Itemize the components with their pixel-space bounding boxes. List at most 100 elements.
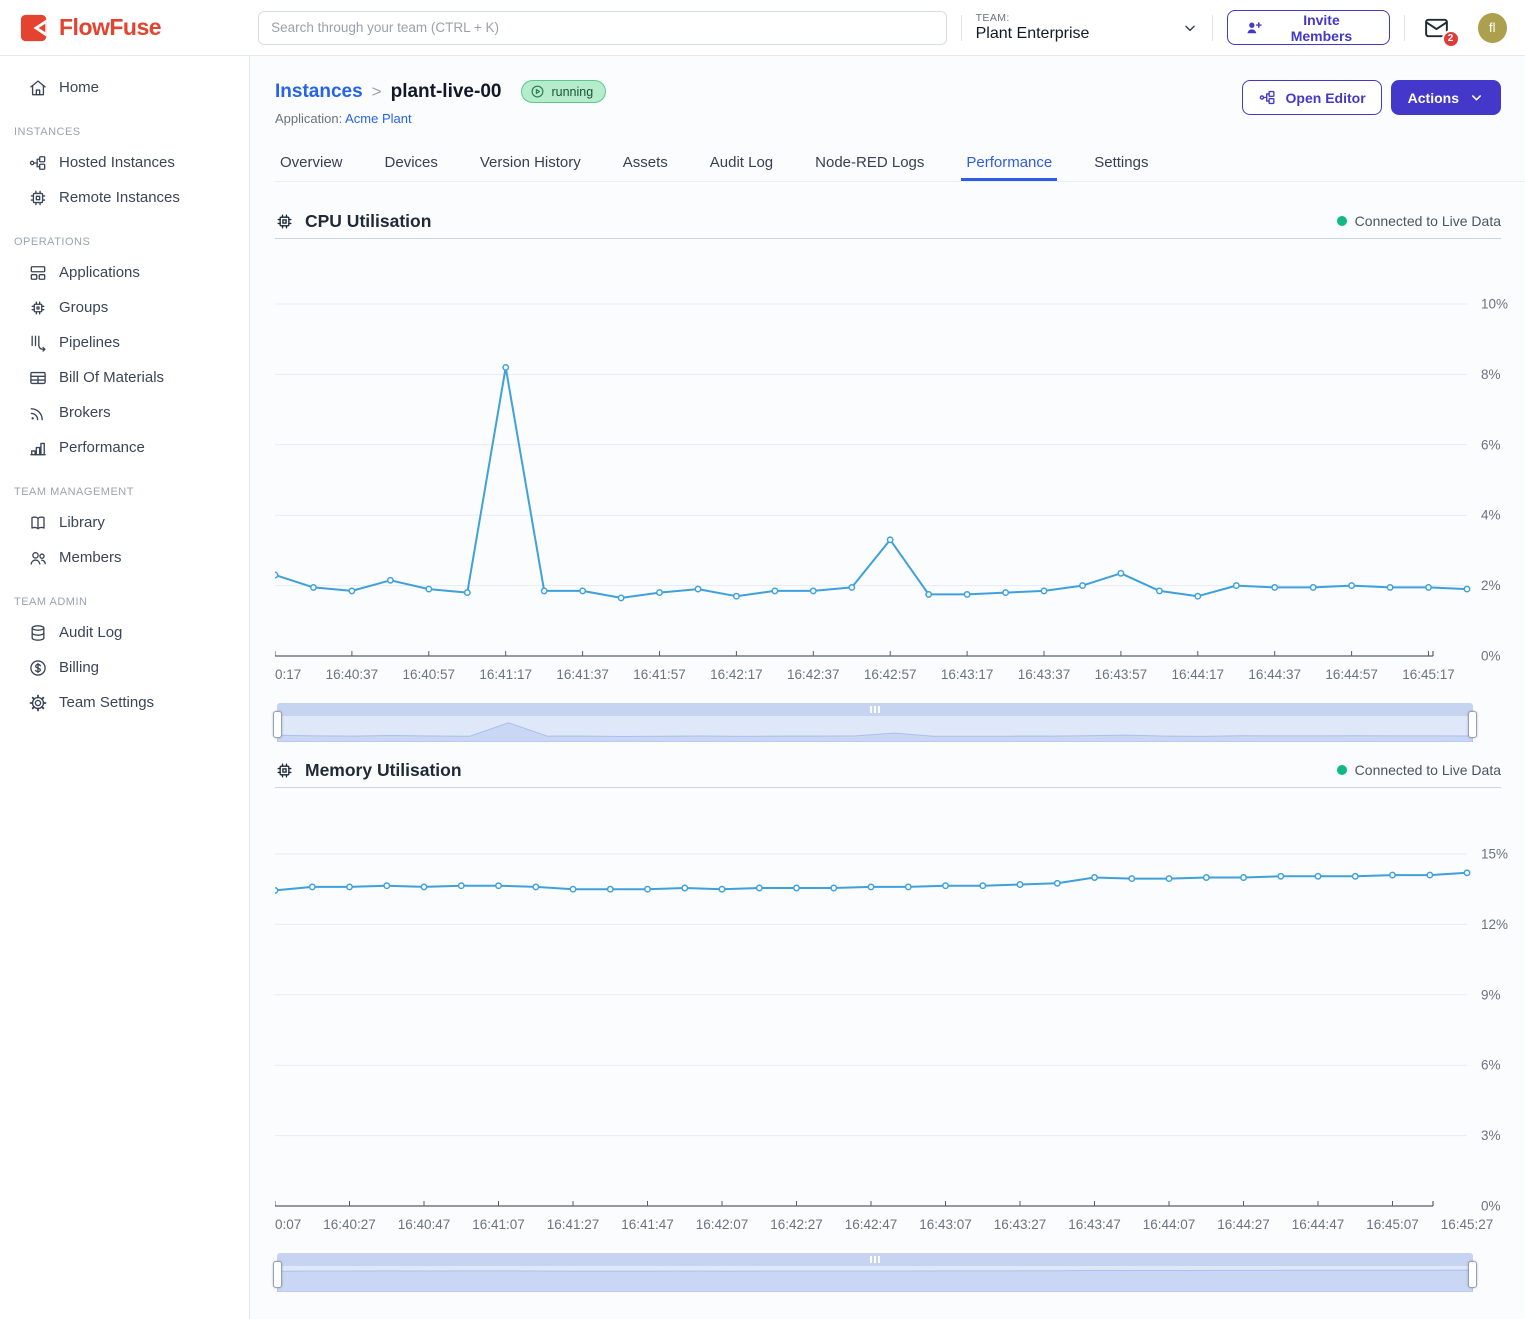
x-axis-label: 16:41:07	[472, 1217, 525, 1232]
y-axis-label: 9%	[1481, 987, 1501, 1002]
range-slider-bar[interactable]	[277, 703, 1473, 716]
x-axis-label: 16:43:27	[994, 1217, 1047, 1232]
applications-icon	[28, 263, 48, 283]
tab-overview[interactable]: Overview	[275, 147, 348, 181]
chevron-down-icon	[1469, 90, 1484, 105]
cpu-range-slider[interactable]	[277, 703, 1473, 742]
invite-members-label: Invite Members	[1271, 12, 1371, 44]
sidebar-item-performance[interactable]: Performance	[0, 430, 249, 465]
x-axis-label: 16:43:47	[1068, 1217, 1121, 1232]
data-point	[1118, 571, 1123, 576]
x-axis-label: 16:41:17	[479, 667, 532, 682]
tab-settings[interactable]: Settings	[1089, 147, 1153, 181]
tab-devices[interactable]: Devices	[380, 147, 443, 181]
application-label: Application:	[275, 111, 342, 126]
range-slider-bar[interactable]	[277, 1253, 1473, 1266]
data-point	[388, 578, 393, 583]
data-point	[1041, 588, 1046, 593]
data-point	[426, 586, 431, 591]
data-point	[1157, 588, 1162, 593]
actions-button[interactable]: Actions	[1391, 80, 1501, 115]
range-handle-left[interactable]	[273, 711, 282, 738]
tab-assets[interactable]: Assets	[618, 147, 673, 181]
range-slider-track[interactable]	[277, 1266, 1473, 1292]
avatar[interactable]: fl	[1478, 13, 1507, 43]
sidebar-item-team-settings[interactable]: Team Settings	[0, 685, 249, 720]
y-axis-label: 0%	[1481, 649, 1501, 664]
application-link[interactable]: Acme Plant	[345, 111, 411, 126]
x-axis-label: 16:42:17	[710, 667, 763, 682]
tab-performance[interactable]: Performance	[961, 147, 1057, 181]
top-bar: FlowFuse TEAM: Plant Enterprise Invite M…	[0, 0, 1525, 56]
notifications-button[interactable]: 2	[1423, 16, 1450, 40]
tab-version-history[interactable]: Version History	[475, 147, 586, 181]
sidebar-item-label: Performance	[59, 439, 145, 456]
data-point	[926, 592, 931, 597]
data-point	[503, 365, 508, 370]
sidebar-item-audit-log[interactable]: Audit Log	[0, 615, 249, 650]
sidebar-item-pipelines[interactable]: Pipelines	[0, 325, 249, 360]
sidebar-item-brokers[interactable]: Brokers	[0, 395, 249, 430]
team-selector[interactable]: TEAM: Plant Enterprise	[976, 12, 1198, 43]
data-point	[1003, 590, 1008, 595]
sidebar-item-label: Bill Of Materials	[59, 369, 164, 386]
tab-node-red-logs[interactable]: Node-RED Logs	[810, 147, 929, 181]
notification-badge: 2	[1442, 30, 1460, 48]
y-axis-label: 6%	[1481, 437, 1501, 452]
range-handle-right[interactable]	[1468, 711, 1477, 738]
breadcrumb-instances-link[interactable]: Instances	[275, 81, 363, 103]
tab-audit-log[interactable]: Audit Log	[705, 147, 778, 181]
sidebar-item-bill-of-materials[interactable]: Bill Of Materials	[0, 360, 249, 395]
chevron-down-icon	[1182, 20, 1198, 36]
data-point	[1272, 585, 1277, 590]
data-point	[310, 884, 315, 889]
grip-icon	[874, 706, 876, 713]
data-point	[421, 884, 426, 889]
sidebar-item-home[interactable]: Home	[0, 70, 249, 105]
grip-icon	[870, 1256, 872, 1263]
range-handle-right[interactable]	[1468, 1261, 1477, 1288]
breadcrumb: Instances > plant-live-00 running	[275, 80, 606, 103]
data-point	[608, 887, 613, 892]
billing-icon	[28, 658, 48, 678]
data-point	[980, 883, 985, 888]
sidebar: HomeINSTANCESHosted InstancesRemote Inst…	[0, 56, 250, 1319]
sidebar-item-applications[interactable]: Applications	[0, 255, 249, 290]
open-editor-button[interactable]: Open Editor	[1242, 80, 1382, 115]
data-point	[794, 885, 799, 890]
sidebar-item-label: Team Settings	[59, 694, 154, 711]
sidebar-item-hosted-instances[interactable]: Hosted Instances	[0, 145, 249, 180]
data-point	[1055, 881, 1060, 886]
search-input[interactable]	[258, 11, 947, 45]
brand-logo[interactable]: FlowFuse	[0, 13, 246, 43]
data-point	[888, 537, 893, 542]
data-point	[849, 585, 854, 590]
invite-members-button[interactable]: Invite Members	[1227, 10, 1390, 45]
sidebar-item-groups[interactable]: Groups	[0, 290, 249, 325]
x-axis-label: 16:44:17	[1172, 667, 1225, 682]
range-slider-minichart	[277, 1266, 1473, 1292]
range-slider-minichart	[277, 716, 1473, 742]
page-header: Instances > plant-live-00 running Applic…	[275, 80, 1501, 126]
sidebar-item-library[interactable]: Library	[0, 505, 249, 540]
separator	[961, 15, 962, 41]
sidebar-item-remote-instances[interactable]: Remote Instances	[0, 180, 249, 215]
memory-utilisation-chart: 15%12%9%6%3%0%0:0716:40:2716:40:4716:41:…	[275, 801, 1510, 1246]
cpu-utilisation-line	[275, 367, 1467, 598]
x-axis-label: 16:40:47	[398, 1217, 451, 1232]
data-point	[906, 884, 911, 889]
sidebar-item-billing[interactable]: Billing	[0, 650, 249, 685]
team-settings-icon	[28, 693, 48, 713]
x-axis-label: 16:45:07	[1366, 1217, 1419, 1232]
data-point	[311, 585, 316, 590]
range-slider-track[interactable]	[277, 716, 1473, 742]
data-point	[868, 884, 873, 889]
range-handle-left[interactable]	[273, 1261, 282, 1288]
members-icon	[28, 548, 48, 568]
data-point	[1349, 583, 1354, 588]
sidebar-item-members[interactable]: Members	[0, 540, 249, 575]
sidebar-item-label: Members	[59, 549, 122, 566]
memory-section-header: Memory Utilisation Connected to Live Dat…	[275, 753, 1501, 788]
memory-range-slider[interactable]	[277, 1253, 1473, 1292]
node-tree-icon	[1258, 88, 1277, 107]
